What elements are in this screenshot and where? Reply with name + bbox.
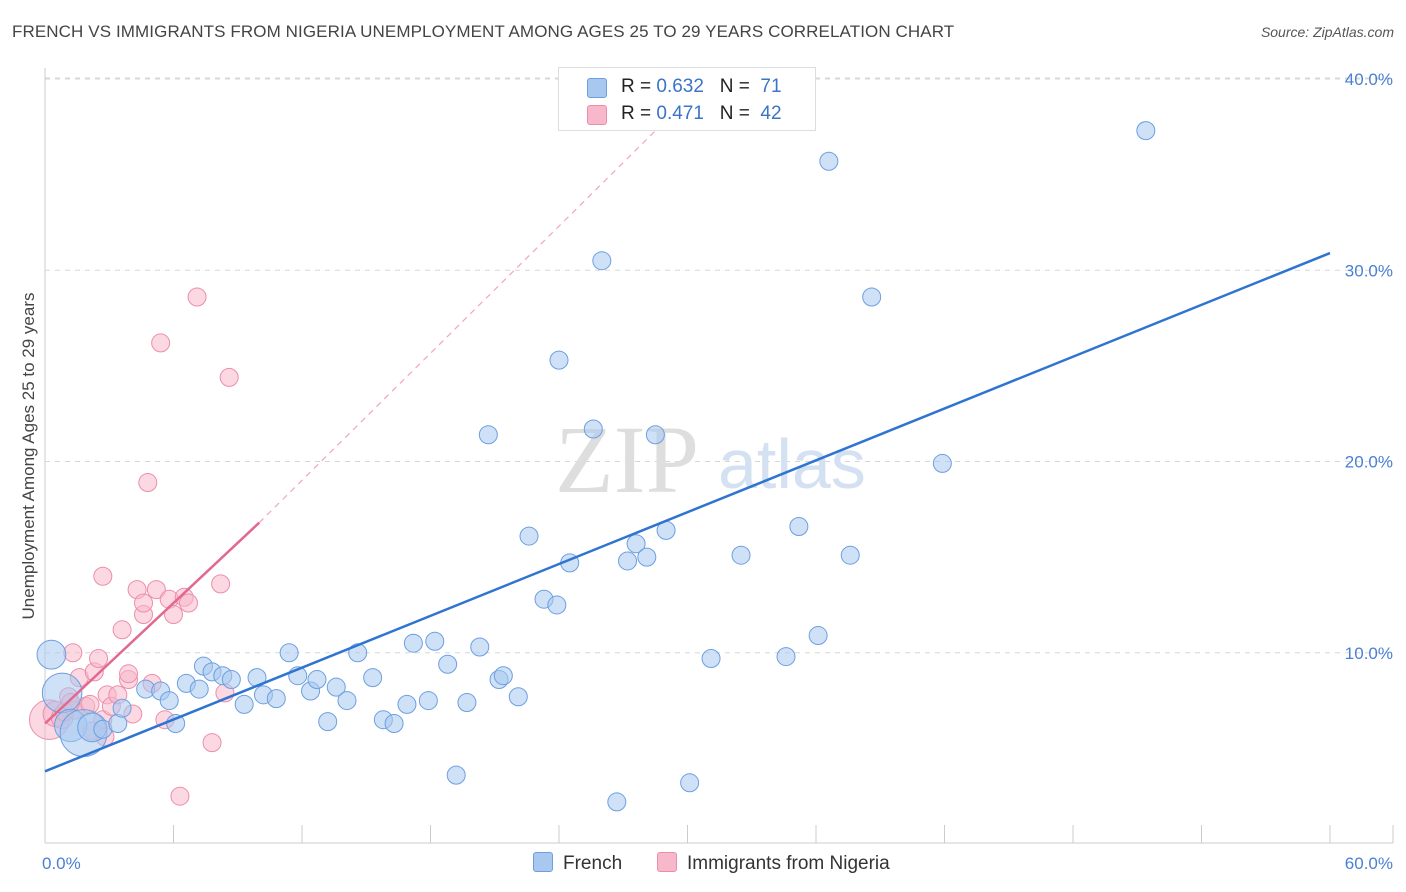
trend-lines	[44, 109, 1331, 773]
french-point	[808, 626, 828, 646]
french-point	[318, 712, 338, 732]
tick-labels: 10.0% 20.0% 30.0% 40.0% 0.0% 60.0%	[42, 70, 1393, 873]
french-point	[637, 547, 657, 567]
french-legend-label: French	[563, 853, 623, 874]
nigeria-point	[93, 566, 113, 586]
french-point	[189, 679, 209, 699]
french-point	[932, 453, 952, 473]
watermark-zip: ZIP	[555, 406, 699, 513]
french-point	[618, 551, 638, 571]
legend-n-value-french: 71	[760, 76, 782, 97]
nigeria-legend-swatch	[657, 852, 677, 872]
french-point	[508, 687, 528, 707]
source-label: Source: ZipAtlas.com	[1260, 24, 1394, 40]
nigeria-point	[151, 333, 171, 353]
french-point	[425, 631, 445, 651]
y-tick-label: 40.0%	[1345, 70, 1393, 89]
nigeria-point	[112, 620, 132, 640]
french-point	[519, 526, 539, 546]
y-tick-label: 10.0%	[1345, 644, 1393, 663]
french-point	[493, 666, 513, 686]
nigeria-point	[187, 287, 207, 307]
nigeria-point	[119, 664, 139, 684]
french-trend-line	[44, 251, 1331, 773]
french-point	[221, 670, 241, 690]
french-point	[680, 773, 700, 793]
x-tick-label: 60.0%	[1345, 854, 1393, 873]
bottom-legend-french: French	[533, 852, 622, 875]
french-point	[363, 668, 383, 688]
french-point	[819, 151, 839, 171]
french-point	[701, 648, 721, 668]
french-point	[592, 251, 612, 271]
french-point	[159, 691, 179, 711]
bottom-legend-nigeria: Immigrants from Nigeria	[657, 852, 890, 875]
french-point	[549, 350, 569, 370]
french-point	[326, 677, 346, 697]
legend-n-value-nigeria: 42	[760, 103, 782, 124]
french-point	[279, 643, 299, 663]
nigeria-point	[219, 367, 239, 387]
french-point	[776, 647, 796, 667]
french-legend-swatch	[533, 852, 553, 872]
nigeria-point	[89, 648, 109, 668]
nigeria-point	[164, 605, 183, 624]
nigeria-point	[211, 574, 231, 594]
y-axis-label: Unemployment Among Ages 25 to 29 years	[19, 293, 38, 620]
nigeria-legend-label: Immigrants from Nigeria	[687, 853, 890, 874]
nigeria-point	[202, 733, 222, 753]
french-point	[403, 633, 423, 653]
french-point	[1136, 121, 1156, 141]
french-point	[457, 692, 477, 712]
nigeria-trend-line	[44, 521, 261, 725]
french-points	[36, 94, 1156, 812]
correlation-legend: R = 0.632 N = 71 R = 0.471 N = 42	[558, 67, 816, 131]
french-point	[234, 694, 254, 714]
french-point	[645, 425, 665, 445]
french-point	[862, 287, 882, 307]
french-point	[384, 714, 404, 734]
french-point	[418, 691, 438, 711]
french-point	[789, 517, 809, 537]
chart-title: FRENCH VS IMMIGRANTS FROM NIGERIA UNEMPL…	[12, 22, 955, 41]
french-point	[266, 689, 286, 709]
french-point	[397, 694, 417, 714]
french-point	[607, 792, 627, 812]
french-point	[36, 639, 67, 670]
french-point	[307, 670, 327, 690]
legend-n-label: N =	[719, 76, 756, 97]
nigeria-point	[134, 593, 154, 613]
gridlines	[45, 77, 1393, 654]
legend-r-label: R =	[621, 103, 657, 124]
nigeria-swatch	[587, 105, 607, 125]
nigeria-point	[178, 593, 198, 613]
french-point	[470, 637, 490, 657]
x-tick-label: 0.0%	[42, 854, 81, 873]
nigeria-point	[170, 786, 190, 806]
nigeria-point	[63, 643, 83, 663]
legend-r-value-french: 0.632	[656, 76, 704, 97]
french-point	[112, 698, 132, 718]
french-swatch	[587, 78, 607, 98]
legend-r-label: R =	[621, 76, 657, 97]
french-point	[626, 534, 646, 554]
y-tick-label: 20.0%	[1345, 453, 1393, 472]
legend-r-value-nigeria: 0.471	[656, 103, 704, 124]
nigeria-trend-extension	[258, 109, 678, 524]
french-point	[438, 654, 458, 674]
french-point	[337, 691, 357, 711]
french-point	[731, 545, 751, 565]
nigeria-point	[138, 473, 158, 493]
french-point	[478, 425, 498, 445]
french-point	[840, 545, 860, 565]
nigeria-point	[146, 580, 166, 600]
french-point	[583, 419, 603, 439]
french-point	[547, 595, 567, 615]
legend-n-label: N =	[719, 103, 756, 124]
y-tick-label: 30.0%	[1345, 261, 1393, 280]
french-point	[446, 765, 466, 785]
